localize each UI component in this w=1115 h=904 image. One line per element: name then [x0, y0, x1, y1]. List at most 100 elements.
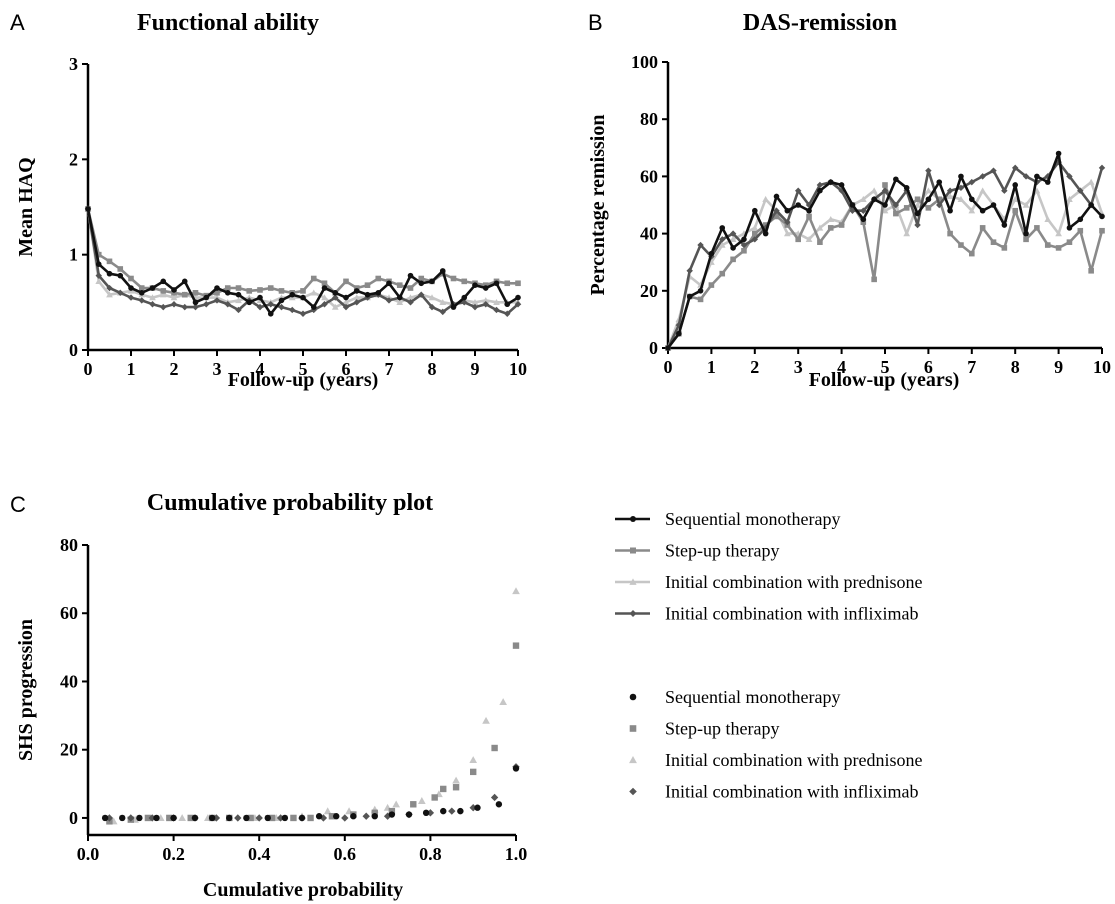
panel-a-point-step-up-therapy	[310, 275, 317, 282]
panel-b-point-step-up-therapy	[719, 270, 726, 277]
panel-a-point-sequential-monotherapy	[181, 278, 188, 285]
panel-a-point-step-up-therapy	[418, 275, 425, 282]
panel-b-point-initial-combination-with-infliximab	[925, 167, 932, 174]
panel-b-point-initial-combination-with-prednisone	[1087, 178, 1095, 185]
panel-a-point-initial-combination-with-infliximab	[127, 294, 135, 301]
panel-c-point-step-up-therapy	[470, 768, 477, 776]
panel-c-point-sequential-monotherapy	[264, 814, 271, 822]
legend-points-swatch-marker-initial-combination-with-prednisone	[629, 756, 637, 764]
panel-c-y-tick-label: 0	[69, 808, 78, 828]
panel-b-point-step-up-therapy	[1023, 236, 1029, 243]
panel-a-point-step-up-therapy	[396, 282, 403, 288]
panel-a-point-sequential-monotherapy	[160, 278, 167, 285]
panel-b-point-initial-combination-with-infliximab	[881, 187, 889, 194]
panel-c-point-initial-combination-with-infliximab	[448, 807, 456, 815]
panel-b-point-initial-combination-with-infliximab	[914, 221, 921, 229]
panel-b-point-initial-combination-with-infliximab	[729, 230, 737, 237]
panel-a-point-step-up-therapy	[300, 288, 306, 294]
panel-b-point-initial-combination-with-infliximab	[838, 187, 845, 194]
panel-a-x-tick-label: 5	[299, 359, 308, 379]
panel-a-point-initial-combination-with-infliximab	[514, 301, 522, 308]
panel-a-point-initial-combination-with-infliximab	[224, 301, 231, 308]
panel-b-x-tick-label: 9	[1054, 357, 1063, 377]
panel-b-point-sequential-monotherapy	[914, 210, 921, 217]
panel-c-point-initial-combination-with-prednisone	[392, 800, 400, 808]
panel-a-ylabel: Mean HAQ	[15, 157, 37, 256]
panel-a-point-step-up-therapy	[192, 290, 199, 296]
panel-a-x-tick-label: 4	[256, 359, 265, 379]
panel-b-point-step-up-therapy	[827, 225, 834, 231]
panel-b-y-tick-label: 0	[649, 338, 658, 358]
panel-b-point-step-up-therapy	[903, 205, 910, 211]
panel-a-point-sequential-monotherapy	[246, 299, 253, 306]
panel-b-point-sequential-monotherapy	[730, 245, 736, 251]
legend-lines-swatch-marker-initial-combination-with-infliximab	[629, 610, 637, 617]
panel-c-point-initial-combination-with-infliximab	[426, 809, 435, 817]
panel-c-point-sequential-monotherapy	[405, 811, 413, 818]
panel-a-point-sequential-monotherapy	[106, 270, 113, 277]
panel-b-x-tick-label: 1	[707, 357, 716, 377]
panel-c-point-step-up-therapy	[491, 744, 498, 752]
panel-a-point-initial-combination-with-infliximab	[493, 306, 500, 314]
panel-c-point-sequential-monotherapy	[350, 813, 357, 820]
panel-b-point-sequential-monotherapy	[719, 225, 726, 231]
panel-b-ylabel: Percentage remission	[587, 115, 609, 296]
panel-b-x-tick-label: 7	[967, 357, 976, 377]
panel-a-point-step-up-therapy	[450, 275, 457, 282]
panel-b-point-step-up-therapy	[882, 182, 888, 188]
panel-a-point-initial-combination-with-prednisone	[482, 297, 490, 304]
panel-a-point-step-up-therapy	[257, 287, 263, 293]
panel-c-y-tick-label: 80	[60, 535, 78, 555]
panel-b-point-sequential-monotherapy	[849, 202, 856, 208]
panel-b-point-step-up-therapy	[958, 242, 964, 248]
panel-b-point-sequential-monotherapy	[958, 173, 964, 180]
panel-a-point-sequential-monotherapy	[278, 297, 285, 304]
panel-a-point-sequential-monotherapy	[171, 287, 177, 293]
panel-b-y-tick-label: 40	[640, 224, 658, 244]
panel-a-point-sequential-monotherapy	[461, 294, 468, 301]
panel-b-point-initial-combination-with-prednisone	[881, 207, 889, 214]
panel-c-point-initial-combination-with-infliximab	[490, 793, 499, 802]
panel-a-xlabel: Follow-up (years)	[228, 369, 379, 391]
panel-a-x-tick-label: 6	[342, 359, 351, 379]
panel-b-point-step-up-therapy	[697, 296, 704, 303]
panel-c-point-initial-combination-with-prednisone	[418, 797, 426, 804]
panel-b-point-initial-combination-with-prednisone	[859, 195, 867, 202]
panel-a-point-initial-combination-with-infliximab	[170, 301, 178, 308]
panel-b-point-initial-combination-with-infliximab	[697, 241, 704, 249]
panel-a-point-sequential-monotherapy	[192, 299, 199, 306]
panel-a-point-step-up-therapy	[235, 285, 242, 291]
panel-a-point-initial-combination-with-prednisone	[407, 294, 414, 301]
panel-b-point-initial-combination-with-prednisone	[827, 215, 835, 222]
legend-points-swatch-marker-step-up-therapy	[629, 725, 637, 732]
panel-a-plot: 0 1 2 3 0 1 2 3 4 5 6 7 8 9 10	[69, 54, 527, 379]
panel-b-point-sequential-monotherapy	[697, 288, 704, 294]
legend-lines-label-step-up-therapy: Step-up therapy	[665, 541, 779, 561]
panel-c-point-step-up-therapy	[328, 813, 336, 820]
panel-b-point-sequential-monotherapy	[686, 293, 693, 300]
panel-b-point-initial-combination-with-infliximab	[946, 187, 954, 194]
panel-b-point-step-up-therapy	[936, 196, 943, 203]
panel-b-point-initial-combination-with-infliximab	[1001, 187, 1008, 194]
panel-b-y-tick-label: 20	[640, 281, 658, 301]
panel-b-point-initial-combination-with-infliximab	[1011, 164, 1019, 172]
panel-a-point-sequential-monotherapy	[332, 290, 339, 296]
panel-a-x-tick-label: 10	[509, 359, 527, 379]
panel-b-point-initial-combination-with-prednisone	[957, 195, 965, 202]
panel-c-point-initial-combination-with-prednisone	[499, 698, 507, 706]
panel-b-point-sequential-monotherapy	[1099, 213, 1105, 220]
panel-a-point-initial-combination-with-prednisone	[342, 298, 350, 306]
panel-a-point-step-up-therapy	[246, 288, 253, 294]
panel-c-point-sequential-monotherapy	[119, 814, 126, 822]
panel-c-title: Cumulative probability plot	[147, 490, 433, 516]
panel-c-point-step-up-therapy	[307, 814, 314, 822]
panel-a-point-initial-combination-with-infliximab	[321, 301, 328, 308]
panel-b-point-sequential-monotherapy	[979, 207, 986, 214]
panel-a-point-initial-combination-with-prednisone	[493, 298, 500, 306]
panel-b-point-initial-combination-with-infliximab	[784, 218, 791, 226]
panel-c-point-sequential-monotherapy	[440, 807, 447, 815]
panel-a-point-sequential-monotherapy	[321, 285, 328, 291]
panel-a-point-step-up-therapy	[224, 285, 231, 291]
legend-lines: Sequential monotherapy Step-up therapy Ini…	[615, 509, 922, 624]
